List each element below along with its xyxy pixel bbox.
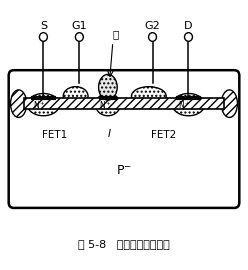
Ellipse shape — [10, 90, 27, 117]
Ellipse shape — [98, 74, 117, 100]
Bar — [24, 98, 224, 109]
Text: FET1: FET1 — [42, 130, 67, 140]
Text: G2: G2 — [145, 21, 160, 31]
Text: N$^+$: N$^+$ — [178, 100, 191, 112]
Ellipse shape — [95, 93, 120, 116]
Text: P$^{-}$: P$^{-}$ — [116, 164, 132, 177]
Text: FET2: FET2 — [151, 130, 176, 140]
Ellipse shape — [131, 87, 166, 106]
Text: 图 5-8   双栅管结构示意图: 图 5-8 双栅管结构示意图 — [78, 239, 170, 249]
Text: S: S — [40, 21, 47, 31]
Ellipse shape — [63, 87, 88, 106]
Text: G1: G1 — [71, 21, 87, 31]
Text: N$^+$: N$^+$ — [33, 100, 46, 112]
Text: D: D — [184, 21, 193, 31]
Ellipse shape — [27, 93, 60, 116]
Text: 栅: 栅 — [112, 29, 119, 39]
Ellipse shape — [221, 90, 238, 117]
Text: N$^+$: N$^+$ — [98, 100, 111, 112]
FancyBboxPatch shape — [9, 70, 239, 208]
Text: I: I — [108, 129, 111, 139]
Ellipse shape — [172, 93, 205, 116]
